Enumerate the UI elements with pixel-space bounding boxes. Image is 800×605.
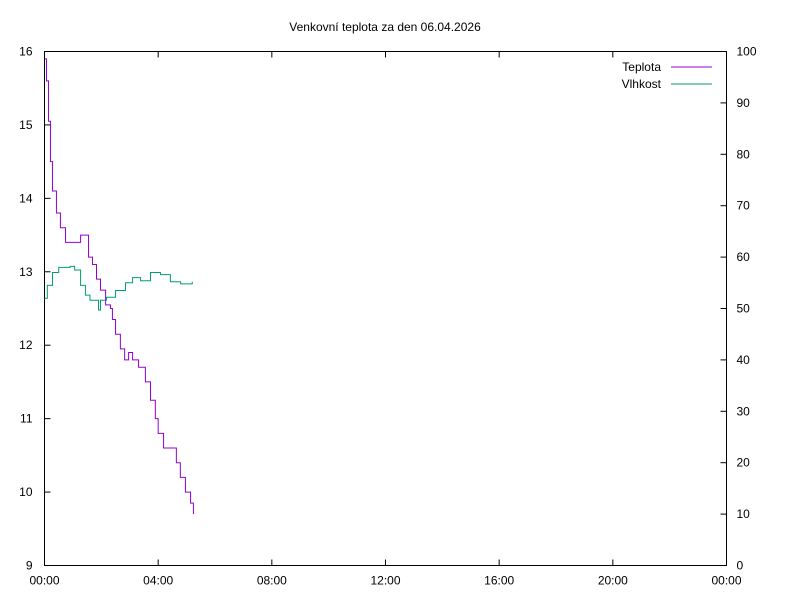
y-tick-label: 12 (19, 338, 33, 352)
plot-border (44, 51, 727, 566)
chart-title: Venkovní teplota za den 06.04.2026 (289, 20, 481, 34)
y-tick-label: 14 (19, 191, 33, 205)
x-tick-label: 00:00 (29, 574, 59, 588)
x-tick-label: 08:00 (257, 574, 287, 588)
y2-tick-label: 90 (737, 96, 751, 110)
x-tick-label: 04:00 (143, 574, 173, 588)
y2-tick-label: 0 (737, 559, 744, 573)
x-tick-label: 00:00 (711, 574, 741, 588)
y2-tick-label: 40 (737, 353, 751, 367)
series-line-teplota (44, 58, 194, 515)
y2-tick-label: 60 (737, 250, 751, 264)
y-tick-label: 11 (20, 412, 33, 426)
legend-label: Vlhkost (622, 77, 662, 91)
y-tick-label: 10 (19, 485, 33, 499)
legend-label: Teplota (622, 60, 661, 74)
y-tick-label: 13 (19, 265, 33, 279)
y2-tick-label: 70 (737, 199, 751, 213)
x-tick-label: 12:00 (370, 574, 400, 588)
x-tick-label: 20:00 (598, 574, 628, 588)
y2-tick-label: 50 (737, 302, 751, 316)
y2-tick-label: 10 (737, 507, 751, 521)
y-tick-label: 9 (26, 559, 33, 573)
y2-tick-label: 30 (737, 404, 751, 418)
y-tick-label: 15 (19, 118, 33, 132)
y2-tick-label: 80 (737, 147, 751, 161)
series-line-vlhkost (44, 265, 193, 311)
y2-tick-label: 100 (737, 45, 757, 59)
y-tick-label: 16 (19, 45, 33, 59)
y2-tick-label: 20 (737, 456, 751, 470)
x-tick-label: 16:00 (484, 574, 514, 588)
